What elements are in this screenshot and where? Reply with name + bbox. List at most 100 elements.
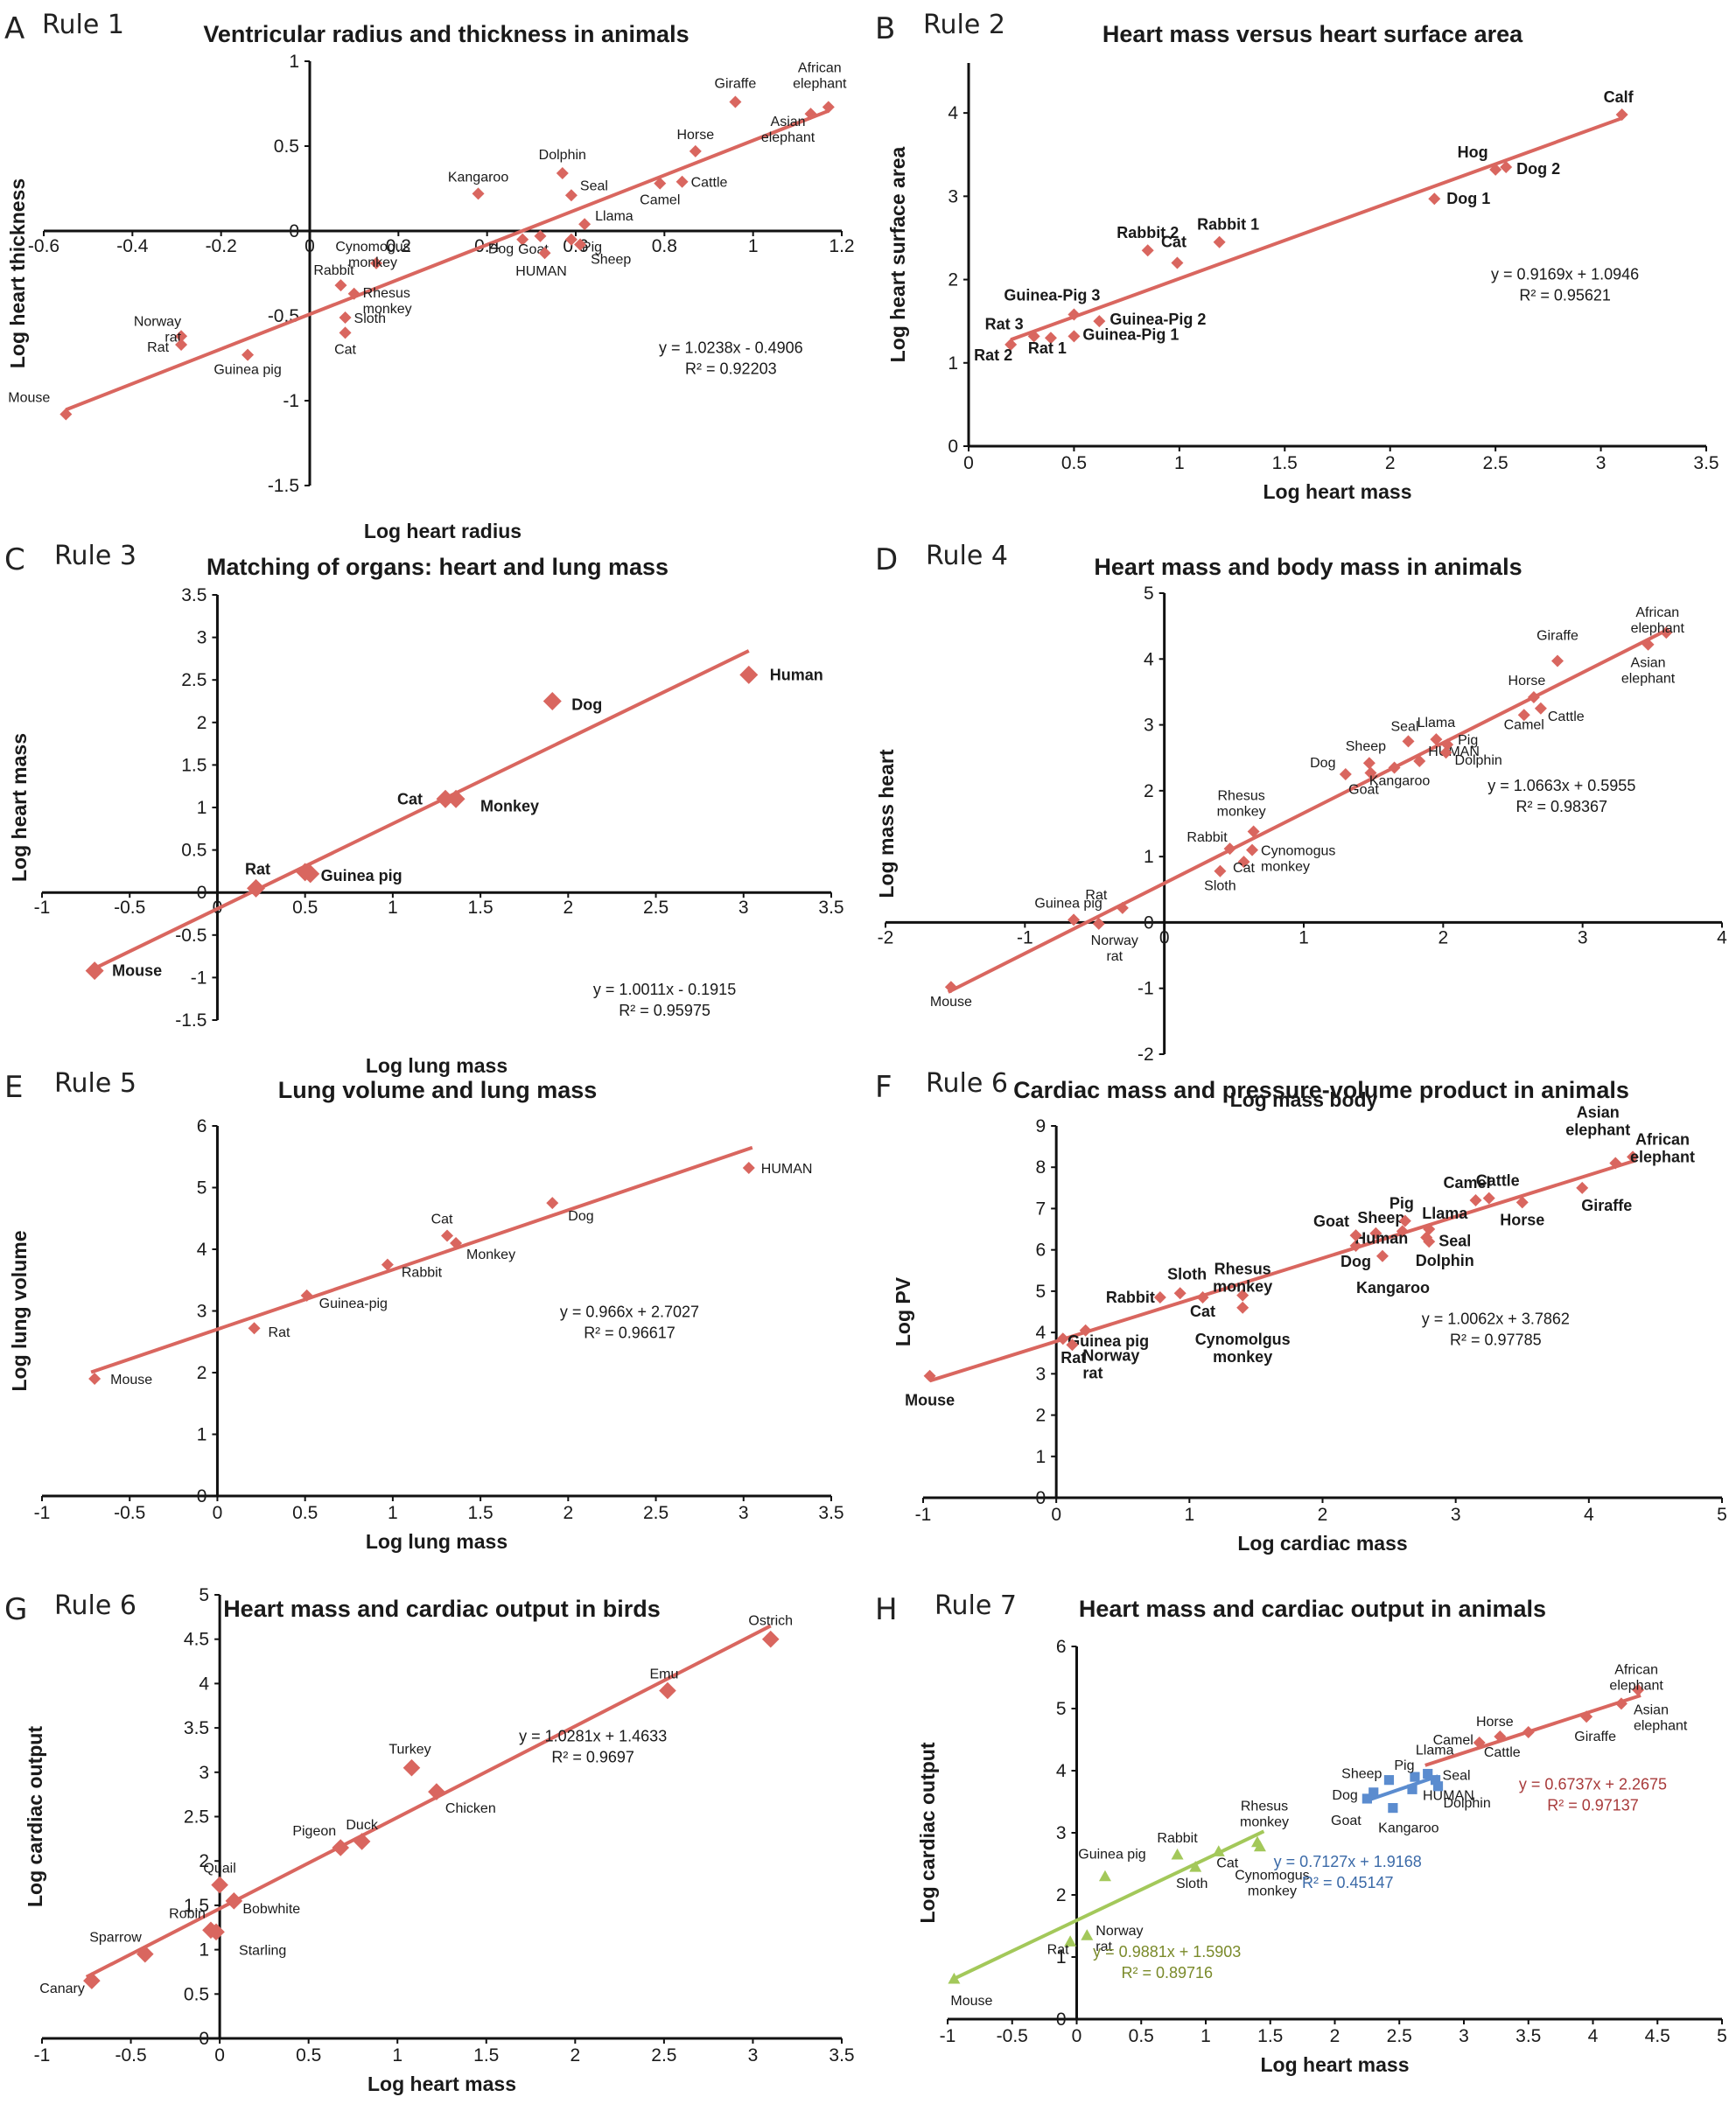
data-point-pigeon xyxy=(332,1839,350,1856)
y-tick-label: 3 xyxy=(948,186,958,206)
regression-equation: y = 1.0238x - 0.4906 xyxy=(659,339,803,357)
trendline xyxy=(929,1158,1636,1383)
x-tick-label: 1 xyxy=(392,2045,402,2066)
point-label-camel: Camel xyxy=(1443,1174,1490,1192)
point-label-norway-rat: Norway rat xyxy=(1091,933,1138,964)
point-label-rat: Rat xyxy=(245,860,270,877)
point-label-dolphin: Dolphin xyxy=(1444,1796,1491,1811)
data-point-african-elephant xyxy=(1627,1150,1640,1164)
x-tick-label: 3 xyxy=(1578,927,1588,947)
y-tick-label: 1 xyxy=(1056,1947,1067,1968)
x-tick-label: -0.5 xyxy=(997,2026,1028,2046)
point-label-rat: Rat xyxy=(269,1325,290,1340)
data-point-cat xyxy=(1171,256,1184,269)
x-tick-label: 0 xyxy=(213,1503,223,1523)
regression-equation: y = 1.0663x + 0.5955 xyxy=(1488,777,1635,794)
x-tick-label: -0.5 xyxy=(114,898,145,918)
data-point-sloth xyxy=(1173,1287,1186,1300)
data-point-canary xyxy=(83,1972,101,1989)
data-point-rat xyxy=(175,338,188,351)
data-point-dog xyxy=(516,233,529,246)
y-tick-label: 0 xyxy=(197,1486,207,1506)
x-tick-label: 1 xyxy=(1174,453,1185,473)
regression-equation: y = 0.966x + 2.7027 xyxy=(560,1304,699,1321)
data-point-asian-elephant xyxy=(1642,638,1655,651)
x-tick-label: 1 xyxy=(1200,2026,1211,2046)
x-tick-label: -1 xyxy=(34,1503,51,1523)
point-label-starling: Starling xyxy=(239,1943,286,1958)
x-tick-label: 1 xyxy=(388,1503,398,1523)
y-tick-label: 3 xyxy=(1056,1823,1067,1843)
x-tick-label: 3.5 xyxy=(818,898,844,918)
trendline xyxy=(85,1624,772,1979)
x-tick-label: 0 xyxy=(963,453,974,473)
point-label-dolphin: Dolphin xyxy=(539,148,586,163)
x-tick-label: 2.5 xyxy=(651,2045,676,2066)
y-tick-label: 0.5 xyxy=(274,136,299,157)
x-tick-label: 0.5 xyxy=(292,898,318,918)
point-label-sheep: Sheep xyxy=(1357,1209,1404,1227)
point-label-norway-rat: Norway rat xyxy=(1096,1924,1143,1954)
point-label-giraffe: Giraffe xyxy=(1536,629,1578,644)
y-tick-label: 0 xyxy=(1144,912,1154,933)
y-tick-label: -1 xyxy=(1138,979,1154,999)
data-point-cat xyxy=(436,789,455,808)
point-label-cat: Cat xyxy=(431,1212,453,1227)
point-label-rat: Rat xyxy=(1085,888,1107,903)
data-point-guinea-pig xyxy=(1068,913,1081,926)
data-point-rhesus-monkey xyxy=(1247,825,1260,838)
data-point-llama xyxy=(1430,733,1443,746)
point-label-rhesus-monkey: Rhesus monkey xyxy=(1217,789,1266,820)
x-tick-label: 0.5 xyxy=(1061,453,1087,473)
r-squared-label: R² = 0.95975 xyxy=(619,1002,710,1019)
point-label-dog: Dog xyxy=(568,1209,593,1224)
point-label-pig: Pig xyxy=(582,241,602,255)
data-point-dog xyxy=(1368,1787,1379,1798)
y-tick-label: 0 xyxy=(289,221,299,241)
data-point-dog xyxy=(1339,768,1352,781)
point-label-cynomogus-monkey: Cynomogus monkey xyxy=(1261,844,1335,875)
x-tick-label: 3 xyxy=(738,898,749,918)
x-tick-label: 1 xyxy=(388,898,398,918)
x-tick-label: 1.5 xyxy=(473,2045,499,2066)
data-point-sheep xyxy=(1383,1775,1395,1786)
trendline xyxy=(1010,116,1623,342)
trendline xyxy=(65,108,830,412)
point-label-chicken: Chicken xyxy=(445,1801,496,1816)
y-tick-label: 6 xyxy=(197,1116,207,1136)
data-point-cat xyxy=(339,326,352,339)
data-point-rat-2 xyxy=(1004,338,1018,351)
point-label-horse: Horse xyxy=(1500,1211,1544,1228)
data-point-llama xyxy=(578,218,592,231)
x-tick-label: 0 xyxy=(304,236,315,256)
x-tick-label: -1 xyxy=(34,2045,51,2066)
point-label-goat: Goat xyxy=(1313,1213,1349,1230)
data-point-human xyxy=(538,247,551,260)
x-tick-label: 0 xyxy=(1072,2026,1082,2046)
y-tick-label: 3.5 xyxy=(184,1718,209,1738)
point-label-kangaroo: Kangaroo xyxy=(1356,1279,1430,1297)
y-tick-label: 1 xyxy=(1035,1447,1046,1467)
point-label-seal: Seal xyxy=(580,178,608,193)
point-label-rhesus-monkey: Rhesus monkey xyxy=(1213,1261,1272,1296)
point-label-camel: Camel xyxy=(1433,1733,1474,1748)
point-label-sloth: Sloth xyxy=(1176,1877,1208,1891)
point-label-pig: Pig xyxy=(1394,1758,1414,1773)
y-tick-label: -1 xyxy=(191,968,207,988)
y-tick-label: 0 xyxy=(197,883,207,903)
regression-equation: y = 0.6737x + 2.2675 xyxy=(1519,1775,1667,1793)
point-label-cat: Cat xyxy=(1216,1856,1238,1870)
data-point-giraffe xyxy=(1550,654,1564,668)
data-point-bobwhite xyxy=(225,1892,243,1910)
x-axis-title: Log cardiac mass xyxy=(1237,1532,1407,1555)
rule-label: Rule 2 xyxy=(923,10,1005,40)
r-squared-label: R² = 0.92203 xyxy=(685,360,777,378)
point-label-llama: Llama xyxy=(1418,716,1456,730)
chart-title: Cardiac mass and pressure-volume product… xyxy=(1013,1077,1629,1103)
y-tick-label: 2 xyxy=(1056,1885,1067,1905)
data-point-rabbit xyxy=(1223,842,1236,856)
chart-title: Heart mass and cardiac output in animals xyxy=(1079,1596,1546,1622)
point-label-cattle: Cattle xyxy=(1476,1172,1520,1190)
r-squared-label: R² = 0.89716 xyxy=(1121,1964,1213,1982)
point-label-kangaroo: Kangaroo xyxy=(1369,774,1430,789)
